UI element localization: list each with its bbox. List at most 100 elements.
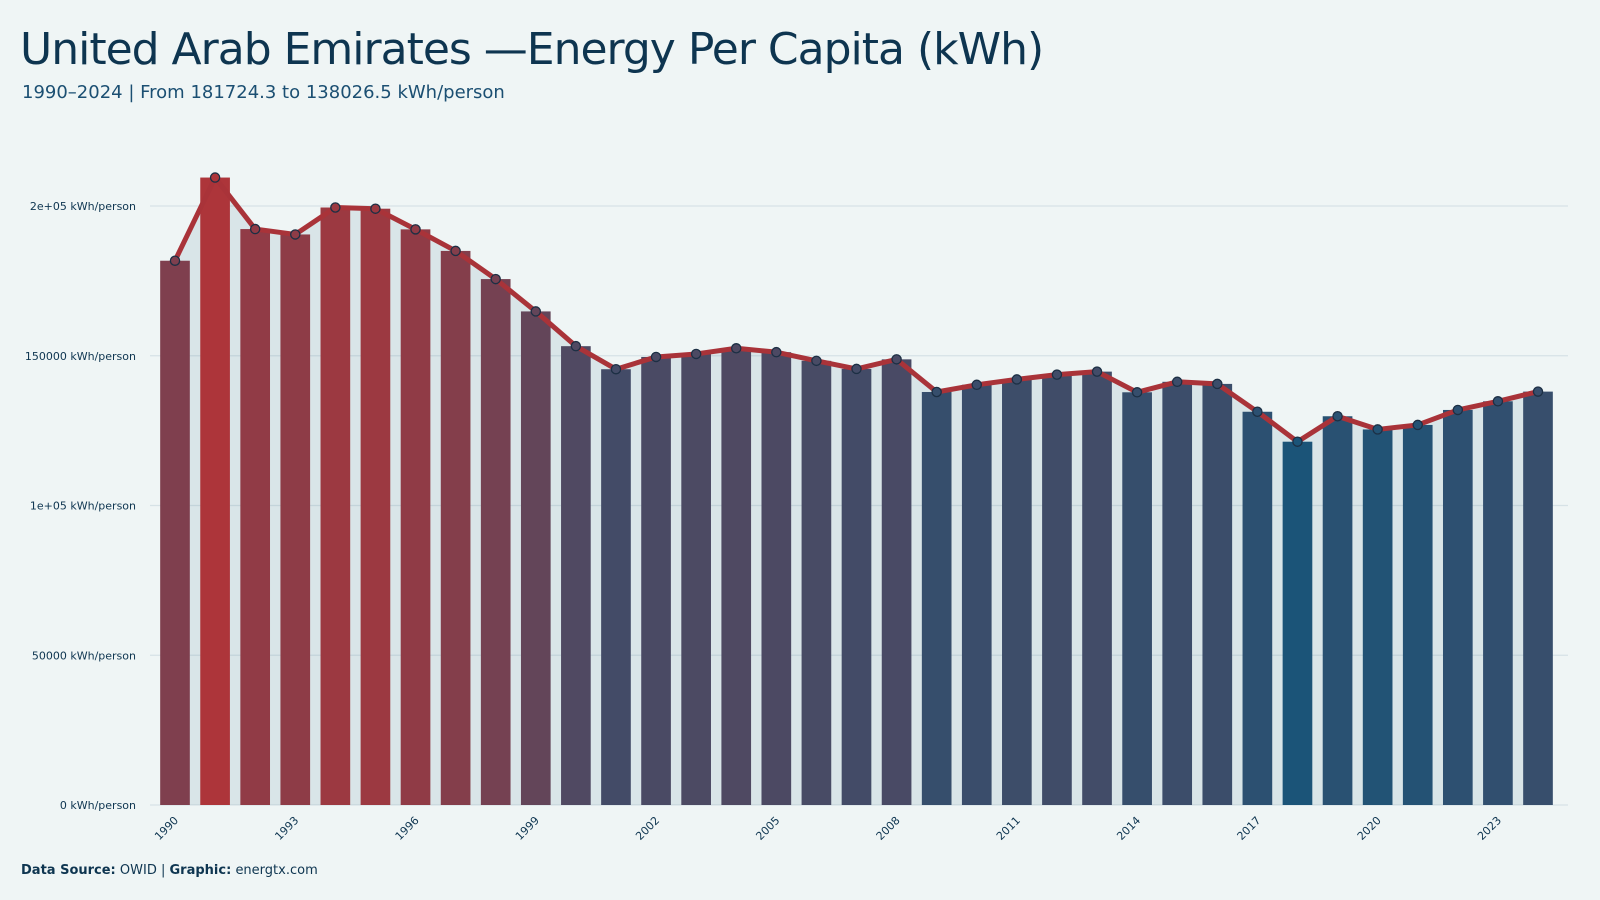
bar-2016 [1202,383,1233,805]
x-tick-label: 2020 [1355,814,1384,843]
y-tick-label: 150000 kWh/person [25,350,136,363]
bar-2004 [721,348,752,805]
point-2004 [730,343,742,354]
point-2018 [1292,436,1303,447]
y-tick-label: 1e+05 kWh/person [30,500,136,513]
bar-layer [160,177,1553,806]
x-tick-label: 2017 [1235,814,1264,843]
point-1990 [169,255,181,266]
point-2005 [771,346,782,358]
point-1996 [410,224,421,235]
bar-2024 [1523,391,1553,805]
point-2019 [1332,410,1343,422]
point-2021 [1412,419,1423,431]
point-1999 [530,306,542,317]
bar-2009 [921,391,952,805]
bar-2011 [1002,379,1032,805]
x-tick-label: 1993 [272,814,301,843]
bar-1999 [520,311,551,805]
point-2014 [1131,387,1143,398]
bar-2018 [1282,441,1313,805]
bar-2008 [881,359,912,805]
point-2012 [1051,369,1063,380]
point-1991 [209,172,221,183]
point-1993 [290,229,301,240]
bar-2022 [1442,409,1473,805]
point-2001 [610,363,622,375]
bar-2006 [801,360,832,805]
bar-1993 [280,234,311,805]
point-2011 [1011,374,1023,385]
y-tick-label: 2e+05 kWh/person [30,200,136,213]
point-2023 [1492,396,1504,407]
x-tick-label: 2008 [874,814,903,843]
bar-1998 [480,279,511,805]
point-1994 [330,202,341,213]
bar-2012 [1042,374,1072,805]
bar-2007 [841,368,872,805]
point-2022 [1452,404,1464,416]
point-2003 [690,348,702,360]
point-2007 [851,363,862,375]
point-2002 [650,351,662,363]
bar-1995 [360,208,391,805]
bar-1991 [200,177,230,806]
y-axis: 0 kWh/person 50000 kWh/person 1e+05 kWh/pe… [25,200,136,812]
point-2006 [811,355,822,367]
bar-1992 [240,229,271,805]
bar-2014 [1122,392,1152,805]
bar-2001 [601,369,631,805]
point-2017 [1252,406,1263,418]
graphic-value: energtx.com [235,863,318,878]
point-2016 [1212,378,1223,390]
bar-1997 [440,250,471,806]
bar-1996 [400,229,431,806]
x-tick-label: 1999 [513,814,542,843]
source-label: Data Source: [21,863,116,878]
bar-2020 [1362,429,1393,805]
point-1995 [370,203,381,214]
point-1992 [249,223,261,235]
point-2013 [1091,366,1103,377]
x-tick-label: 1996 [393,814,422,843]
point-2000 [570,340,582,352]
x-tick-label: 2005 [753,814,782,843]
bar-2000 [561,346,591,805]
point-2024 [1532,386,1544,397]
point-2008 [891,354,902,365]
y-tick-label: 50000 kWh/person [32,649,136,662]
graphic-label: Graphic: [169,863,232,878]
bar-2005 [761,352,792,805]
bar-2003 [681,353,711,805]
bar-2002 [641,356,671,805]
bar-2023 [1483,401,1513,805]
bar-2019 [1322,416,1353,805]
bar-1990 [160,260,190,805]
chart-title: United Arab Emirates —Energy Per Capita … [20,24,1044,75]
point-1998 [490,273,501,285]
bar-2010 [961,384,992,805]
chart-subtitle: 1990–2024 | From 181724.3 to 138026.5 kW… [22,82,505,103]
y-tick-label: 0 kWh/person [60,799,136,812]
chart-caption: Data Source: OWID | Graphic: energtx.com [21,862,318,880]
bar-2013 [1082,371,1112,805]
point-2015 [1171,376,1183,388]
x-tick-label: 2014 [1114,814,1143,843]
bar-2021 [1402,424,1433,805]
x-axis: 1990 1993 1996 1999 2002 2005 2008 2011 2014 2017… [152,814,1504,843]
point-1997 [450,245,461,257]
point-layer [169,172,1544,447]
point-2020 [1372,424,1383,435]
x-tick-label: 2023 [1475,814,1504,843]
point-2009 [931,386,942,398]
x-tick-label: 2002 [633,814,662,843]
point-2010 [971,379,983,391]
x-tick-label: 1990 [152,814,181,843]
caption-separator: | [160,863,166,878]
bar-2015 [1162,381,1193,805]
x-tick-label: 2011 [994,814,1023,843]
bar-2017 [1242,411,1273,805]
source-value: OWID [119,863,157,878]
